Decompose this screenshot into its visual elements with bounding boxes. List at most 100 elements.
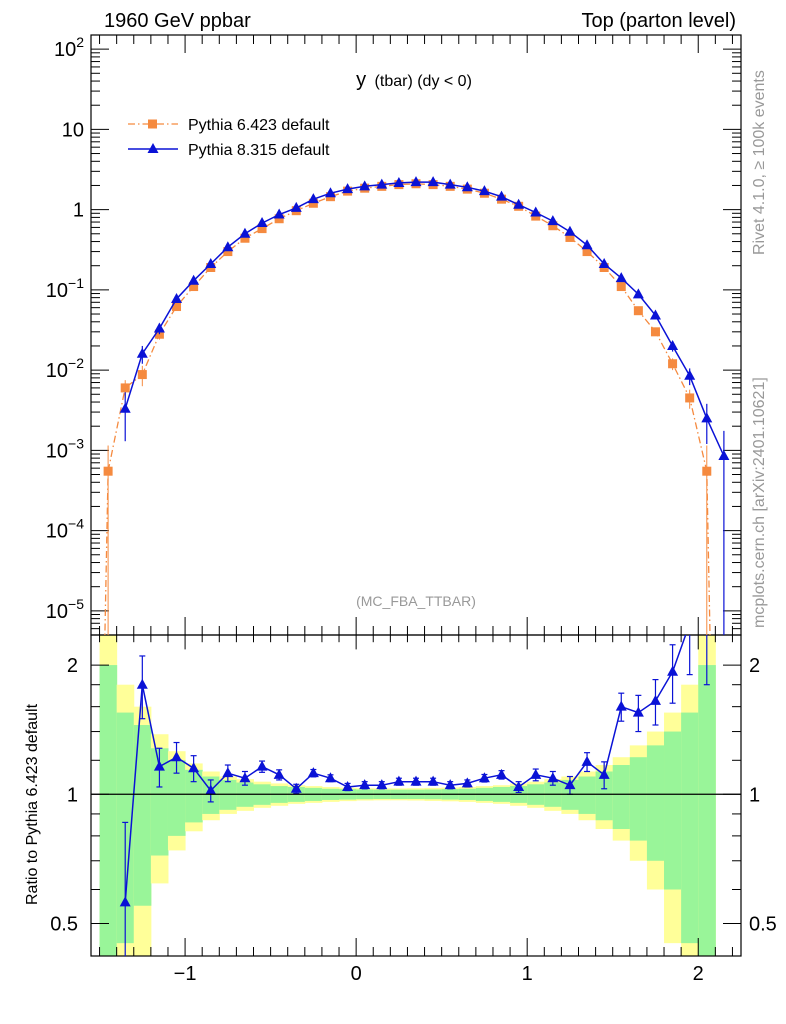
p8-point <box>290 201 302 212</box>
p8-point <box>564 225 576 236</box>
ratio-y-axis-label: Ratio to Pythia 6.423 default <box>24 703 41 905</box>
ratio-y-tick-labels: 2 2 1 1 0.5 0.5 <box>50 655 777 935</box>
ratio-point <box>513 780 525 791</box>
main-y-tick-label: 1 <box>73 200 84 222</box>
p8-point <box>205 258 217 269</box>
plot-title: y (tbar) (dy < 0) <box>356 69 472 91</box>
p6-point <box>137 370 147 380</box>
legend-p6-marker <box>148 119 157 129</box>
p6-point <box>582 247 592 257</box>
ratio-point <box>547 772 559 783</box>
ratio-point <box>290 782 302 793</box>
p8-point <box>615 272 627 283</box>
p6-point <box>565 232 575 242</box>
tick-exponent: −5 <box>68 596 84 612</box>
ratio-point <box>461 777 473 788</box>
p8-point <box>324 187 336 198</box>
tick-exponent: 2 <box>76 34 84 50</box>
x-tick-labels: −1 0 1 2 <box>174 963 704 985</box>
tick-exponent: −3 <box>68 435 84 451</box>
band-inner-bin <box>167 760 186 836</box>
ratio-point <box>136 678 148 689</box>
p8-point <box>410 176 422 187</box>
rivet-version-label: Rivet 4.1.0, ≥ 100k events <box>751 70 768 255</box>
ratio-point <box>171 751 183 762</box>
x-tick-label: −1 <box>174 963 197 985</box>
tick-base: 10 <box>46 440 68 462</box>
ratio-series <box>119 617 710 956</box>
header-left-label: 1960 GeV ppbar <box>104 10 251 32</box>
tick-exponent: −2 <box>68 355 84 371</box>
p8-point <box>461 181 473 192</box>
main-y-tick-label: 10−3 <box>46 435 84 462</box>
p8-point <box>376 178 388 189</box>
ratio-y-tick-label-right: 2 <box>749 655 760 677</box>
legend-p8-marker <box>147 143 159 153</box>
ratio-panel-frame <box>90 634 742 957</box>
p8-point <box>239 227 251 238</box>
ratio-point <box>496 768 508 779</box>
ratio-point <box>119 896 131 907</box>
x-tick-label: 1 <box>522 963 533 985</box>
ratio-point <box>393 775 405 786</box>
ratio-point <box>684 617 695 627</box>
main-y-tick-label: 10−4 <box>46 516 84 543</box>
ratio-uncertainty-bands <box>99 635 716 956</box>
p8-point <box>171 292 183 303</box>
p8-point <box>496 190 508 201</box>
ratio-point <box>667 665 679 676</box>
p8-point <box>478 185 490 196</box>
mcplots-label: mcplots.cern.ch [arXiv:2401.10621] <box>751 377 768 628</box>
ratio-y-tick-label-left: 1 <box>67 784 78 806</box>
band-inner-bin <box>185 769 203 823</box>
p6-point <box>650 327 660 337</box>
band-inner-bin <box>595 771 614 821</box>
p8-point <box>701 412 713 423</box>
tick-base: 10 <box>62 119 84 141</box>
tick-base: 10 <box>46 280 68 302</box>
p8-point <box>222 241 234 252</box>
ratio-point <box>598 768 610 779</box>
p6-point <box>685 393 695 403</box>
p8-point <box>119 402 131 413</box>
p8-point <box>427 176 439 187</box>
p6-point <box>702 466 712 476</box>
p8-point <box>273 208 285 219</box>
main-y-tick-label: 102 <box>54 34 84 61</box>
x-tick-label: 0 <box>351 963 362 985</box>
p8-point <box>256 217 268 228</box>
band-inner-bin <box>99 665 118 956</box>
p6-point <box>616 282 626 292</box>
ratio-point <box>615 700 627 711</box>
p6-point <box>633 306 643 316</box>
p6-point <box>172 302 182 312</box>
tick-base: 10 <box>54 39 76 61</box>
tick-base: 1 <box>73 200 84 222</box>
p6-point <box>668 359 678 369</box>
ratio-point <box>239 772 251 783</box>
p6-point <box>257 224 267 234</box>
tick-exponent: −1 <box>68 275 84 291</box>
p8-point <box>581 239 593 250</box>
p6-point <box>240 233 250 243</box>
tick-base: 10 <box>46 601 68 623</box>
ratio-line <box>124 635 687 903</box>
p6-point <box>548 221 558 231</box>
p8-point <box>153 322 165 333</box>
p8-line <box>124 181 725 457</box>
p8-point <box>513 198 525 209</box>
legend: Pythia 6.423 default Pythia 8.315 defaul… <box>128 117 330 159</box>
band-inner-bin <box>664 731 682 890</box>
band-inner-bin <box>646 745 665 861</box>
plot-title-main: y <box>356 69 366 91</box>
ratio-point <box>273 768 285 779</box>
p6-point <box>308 198 318 208</box>
ratio-point <box>427 775 439 786</box>
p8-point <box>684 369 696 380</box>
band-inner-bin <box>698 665 716 956</box>
p8-point <box>667 339 679 350</box>
p6-point <box>223 247 233 257</box>
tick-base: 10 <box>46 521 68 543</box>
ratio-y-tick-label-left: 0.5 <box>50 913 78 935</box>
